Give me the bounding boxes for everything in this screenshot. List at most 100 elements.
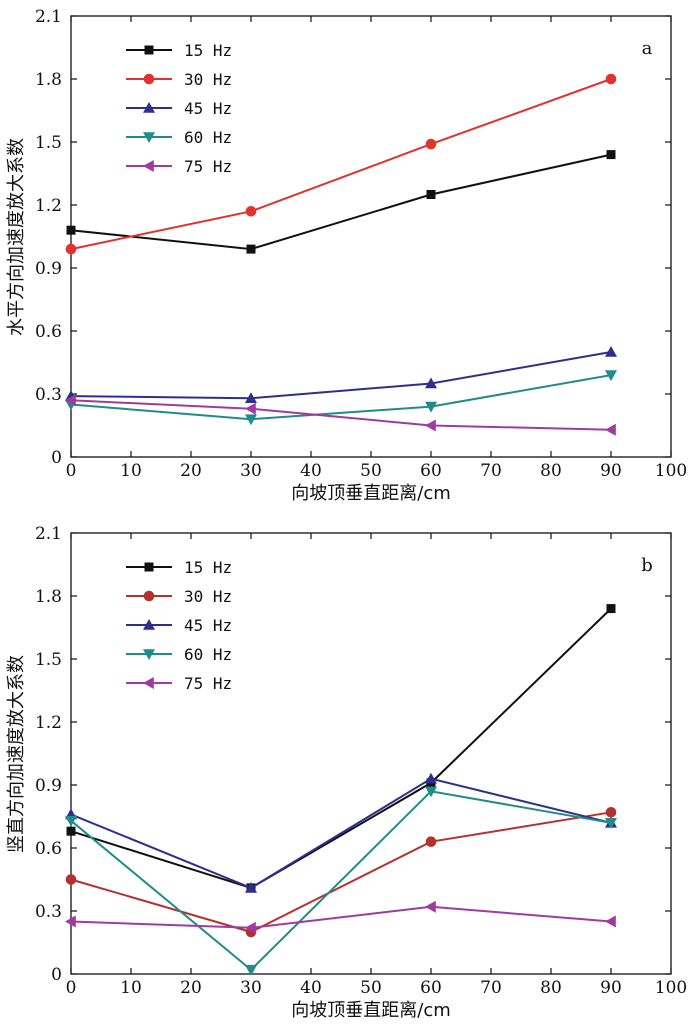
series-60hz: [65, 786, 617, 976]
x-axis-label: 向坡顶垂直距离/cm: [291, 1000, 451, 1021]
x-tick-label: 20: [180, 978, 202, 998]
data-point: [605, 370, 617, 382]
data-point: [605, 807, 617, 818]
data-point: [65, 815, 77, 827]
x-tick-label: 40: [300, 978, 322, 998]
legend: 15 Hz 30 Hz 45 Hz 60 Hz 75 Hz: [126, 41, 232, 176]
x-tick-label: 30: [240, 978, 262, 998]
x-tick-label: 70: [480, 461, 502, 481]
series-45hz: [65, 772, 617, 893]
series-line: [70, 78, 612, 251]
data-point: [245, 206, 257, 217]
y-tick-label: 0.6: [35, 839, 62, 859]
legend-label: 15 Hz: [184, 558, 232, 577]
series-15hz: [66, 604, 616, 893]
legend-label: 15 Hz: [184, 41, 232, 60]
series-line: [70, 790, 612, 972]
y-tick-label: 1.8: [35, 70, 62, 90]
legend-label: 60 Hz: [184, 645, 232, 664]
x-tick-label: 90: [600, 978, 622, 998]
panel-label: b: [641, 555, 653, 576]
legend-label: 30 Hz: [184, 587, 232, 606]
data-point: [66, 826, 76, 836]
data-point: [245, 414, 257, 426]
data-point: [425, 401, 437, 413]
x-tick-label: 100: [655, 461, 687, 481]
data-point: [426, 190, 436, 199]
panel-label: a: [642, 38, 653, 59]
data-point: [65, 394, 76, 407]
x-tick-label: 100: [655, 978, 687, 998]
legend-marker: [144, 562, 154, 572]
legend-marker: [143, 649, 155, 660]
y-tick-label: 0.6: [35, 322, 62, 342]
x-tick-label: 70: [480, 978, 502, 998]
series-75hz: [65, 394, 616, 436]
y-tick-label: 1.8: [35, 587, 62, 607]
y-tick-label: 0: [51, 448, 62, 468]
data-point: [606, 150, 616, 160]
data-point: [425, 772, 437, 784]
x-tick-label: 10: [120, 978, 142, 998]
legend-marker: [144, 45, 154, 55]
data-point: [425, 836, 437, 847]
data-point: [605, 346, 617, 357]
y-tick-label: 1.2: [35, 196, 62, 216]
y-axis-label: 水平方向加速度放大系数: [6, 138, 27, 336]
x-tick-label: 80: [540, 978, 562, 998]
data-point: [65, 874, 77, 885]
series-line: [70, 905, 612, 929]
series-60hz: [65, 370, 617, 426]
data-point: [245, 965, 257, 976]
legend-label: 30 Hz: [184, 70, 232, 89]
legend-marker: [143, 132, 155, 143]
data-point: [65, 243, 77, 255]
plot-frame: [70, 532, 672, 975]
x-tick-label: 50: [360, 461, 382, 481]
legend-marker: [143, 677, 154, 689]
y-axis-label: 竖直方向加速度放大系数: [6, 655, 27, 853]
series-45hz: [65, 346, 617, 403]
legend-label: 75 Hz: [184, 674, 232, 693]
legend-label: 75 Hz: [184, 157, 232, 176]
legend-marker: [143, 102, 155, 113]
x-tick-label: 60: [420, 978, 442, 998]
series-line: [70, 351, 612, 400]
series-75hz: [65, 900, 616, 934]
series-line: [70, 607, 612, 889]
series-30hz: [65, 73, 617, 255]
legend-marker: [143, 590, 155, 602]
legend-label: 60 Hz: [184, 128, 232, 147]
legend-marker: [143, 619, 155, 630]
x-tick-label: 30: [240, 461, 262, 481]
series-line: [70, 811, 612, 934]
x-tick-label: 90: [600, 461, 622, 481]
data-point: [605, 423, 616, 436]
x-axis-label: 向坡顶垂直距离/cm: [291, 483, 451, 504]
data-point: [245, 402, 256, 415]
data-point: [605, 915, 616, 928]
x-tick-label: 10: [120, 461, 142, 481]
chart-panel-a: 0 10 20 30 40 50 60 70 80 90 100 0 0.3 0.6 0.9 1.2 1.5 1.…: [6, 7, 687, 504]
y-tick-label: 2.1: [35, 524, 62, 544]
data-point: [245, 881, 257, 893]
data-point: [605, 73, 617, 85]
data-point: [245, 921, 256, 934]
series-line: [70, 777, 612, 890]
series-line: [70, 374, 612, 421]
x-tick-label: 0: [66, 978, 77, 998]
y-tick-label: 1.2: [35, 713, 62, 733]
series-15hz: [66, 150, 616, 254]
plot-frame: [70, 15, 672, 458]
legend-marker: [143, 73, 155, 85]
data-point: [425, 900, 436, 913]
legend-label: 45 Hz: [184, 99, 232, 118]
data-point: [66, 225, 76, 235]
y-tick-label: 0.9: [35, 259, 62, 279]
data-point: [425, 419, 436, 432]
series-line: [70, 153, 612, 251]
y-tick-label: 0.9: [35, 776, 62, 796]
x-tick-label: 0: [66, 461, 77, 481]
data-point: [425, 377, 437, 389]
